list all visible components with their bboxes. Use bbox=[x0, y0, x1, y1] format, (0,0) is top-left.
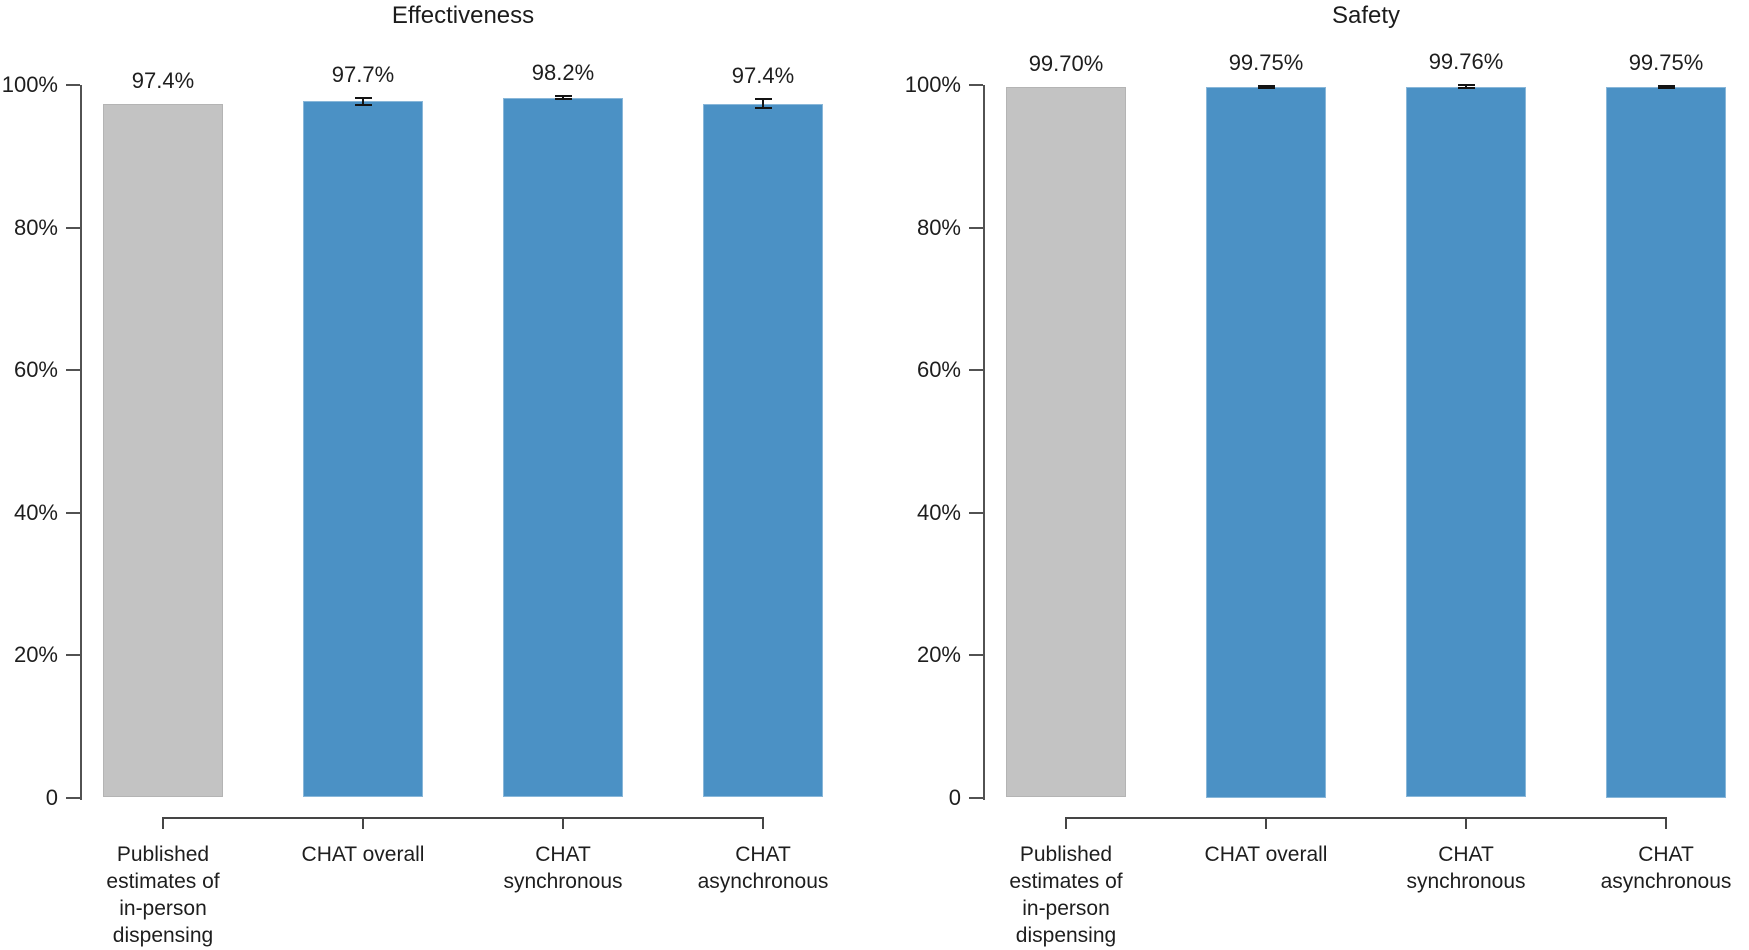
x-tick bbox=[562, 817, 564, 829]
bar bbox=[703, 103, 823, 798]
category-label-line: CHAT overall bbox=[1204, 843, 1328, 866]
y-tick-label: 100% bbox=[1, 72, 58, 97]
category-label-line: CHAT bbox=[535, 843, 591, 866]
bar-value-label: 99.75% bbox=[1228, 49, 1304, 75]
category-label-line: dispensing bbox=[112, 924, 214, 947]
effectiveness-chart-title: Effectiveness bbox=[391, 2, 535, 29]
error-bar-cap-bottom bbox=[354, 103, 372, 106]
bar-value-label: 99.75% bbox=[1628, 49, 1704, 75]
x-tick bbox=[762, 817, 764, 829]
y-tick-label: 40% bbox=[916, 499, 961, 525]
category-label-line: asynchronous bbox=[1600, 870, 1732, 893]
category-label: CHAT synchronous bbox=[448, 841, 678, 895]
y-tick-label: 60% bbox=[916, 357, 961, 382]
error-bar-cap-bottom bbox=[1257, 86, 1275, 89]
y-tick-label: 0 bbox=[948, 784, 961, 810]
bar bbox=[1606, 86, 1726, 798]
y-tick bbox=[66, 796, 80, 799]
y-tick bbox=[66, 84, 80, 86]
bar bbox=[503, 97, 623, 798]
x-axis-line bbox=[162, 817, 764, 819]
error-bar bbox=[762, 98, 764, 109]
category-label: CHAT asynchronous bbox=[1551, 841, 1749, 895]
bar bbox=[303, 101, 423, 798]
bar-value-label: 98.2% bbox=[531, 60, 595, 86]
category-label-line: in-person bbox=[1022, 897, 1110, 920]
bar-value-label: 97.4% bbox=[131, 67, 195, 93]
x-tick bbox=[1265, 817, 1267, 829]
error-bar bbox=[362, 97, 364, 105]
y-tick bbox=[66, 511, 80, 514]
y-tick bbox=[969, 511, 983, 514]
category-label: Published estimates of in-person dispensing bbox=[48, 841, 278, 949]
y-tick-label: 0 bbox=[45, 784, 58, 810]
category-label-line: dispensing bbox=[1015, 924, 1117, 947]
bar bbox=[1006, 87, 1126, 798]
bar bbox=[1406, 86, 1526, 798]
error-bar-cap-top bbox=[754, 97, 772, 100]
y-tick-label: 20% bbox=[13, 642, 58, 667]
bar bbox=[103, 103, 223, 798]
category-label-line: CHAT bbox=[735, 843, 791, 866]
y-tick bbox=[969, 369, 983, 371]
x-tick bbox=[1065, 817, 1067, 829]
error-bar-cap-top bbox=[1257, 84, 1275, 87]
category-label-line: CHAT overall bbox=[301, 843, 425, 866]
category-label-line: synchronous bbox=[503, 870, 623, 893]
y-tick bbox=[969, 84, 983, 86]
y-tick-label: 100% bbox=[904, 72, 961, 97]
y-tick-label: 80% bbox=[916, 214, 961, 240]
y-tick bbox=[66, 369, 80, 371]
x-tick bbox=[362, 817, 364, 829]
category-label-line: estimates of bbox=[106, 870, 220, 893]
y-tick bbox=[969, 226, 983, 229]
category-label-line: CHAT bbox=[1638, 843, 1694, 866]
x-tick bbox=[1665, 817, 1667, 829]
y-axis-line bbox=[80, 85, 82, 800]
safety-chart-panel: Safety 0 20% 40% 60% 80% 100% 99.70% 99.75% 99.7… bbox=[903, 0, 1749, 950]
y-tick bbox=[969, 654, 983, 656]
y-tick bbox=[66, 226, 80, 229]
category-label-line: estimates of bbox=[1009, 870, 1123, 893]
category-label-line: in-person bbox=[119, 897, 207, 920]
effectiveness-chart-panel: Effectiveness 0 20% 40% 60% 80% 100% 97.4% 97.7… bbox=[0, 0, 846, 950]
bar bbox=[1206, 86, 1326, 798]
y-tick-label: 40% bbox=[13, 499, 58, 525]
y-tick bbox=[969, 796, 983, 799]
y-tick-label: 80% bbox=[13, 214, 58, 240]
error-bar-cap-bottom bbox=[1657, 86, 1675, 89]
safety-chart-title: Safety bbox=[1331, 2, 1401, 29]
category-label: CHAT overall bbox=[1151, 841, 1381, 868]
y-tick-label: 20% bbox=[916, 642, 961, 667]
error-bar-cap-bottom bbox=[554, 98, 572, 101]
error-bar-cap-bottom bbox=[754, 107, 772, 110]
error-bar-cap-top bbox=[1657, 84, 1675, 87]
category-label-line: Published bbox=[1019, 843, 1113, 866]
x-tick bbox=[1465, 817, 1467, 829]
error-bar-cap-top bbox=[354, 96, 372, 99]
x-axis-line bbox=[1065, 817, 1667, 819]
bar-value-label: 97.4% bbox=[731, 62, 795, 88]
error-bar bbox=[562, 96, 564, 100]
y-axis-line bbox=[983, 85, 985, 800]
bar-value-label: 99.70% bbox=[1028, 51, 1104, 77]
category-label: Published estimates of in-person dispensing bbox=[951, 841, 1181, 949]
category-label-line: CHAT bbox=[1438, 843, 1494, 866]
category-label-line: asynchronous bbox=[697, 870, 829, 893]
error-bar-cap-bottom bbox=[1457, 87, 1475, 90]
y-tick bbox=[66, 654, 80, 656]
error-bar-cap-top bbox=[554, 95, 572, 98]
bar-value-label: 97.7% bbox=[331, 61, 395, 87]
category-label-line: synchronous bbox=[1406, 870, 1526, 893]
category-label: CHAT asynchronous bbox=[648, 841, 878, 895]
error-bar-cap-top bbox=[1457, 83, 1475, 86]
category-label-line: Published bbox=[116, 843, 210, 866]
y-tick-label: 60% bbox=[13, 357, 58, 382]
category-label: CHAT overall bbox=[248, 841, 478, 868]
bar-value-label: 99.76% bbox=[1428, 48, 1504, 74]
category-label: CHAT synchronous bbox=[1351, 841, 1581, 895]
error-bar bbox=[1465, 84, 1467, 89]
x-tick bbox=[162, 817, 164, 829]
